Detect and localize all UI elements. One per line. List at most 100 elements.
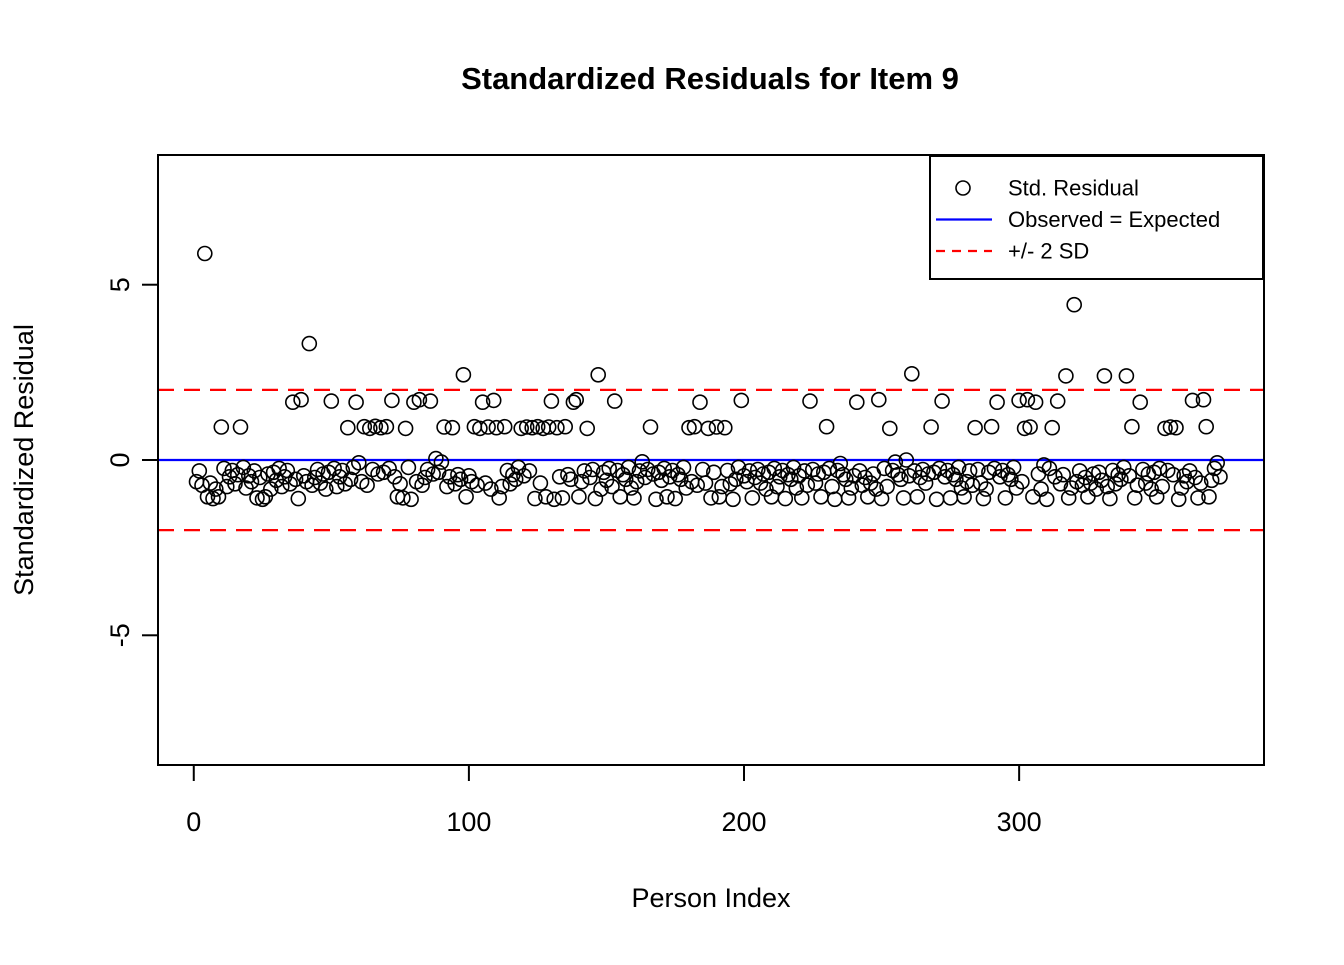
data-point xyxy=(439,478,455,495)
data-point xyxy=(1143,481,1159,497)
data-point xyxy=(364,461,381,478)
y-axis-ticks: 5 0 -5 xyxy=(105,277,158,647)
data-point xyxy=(901,467,917,484)
data-point xyxy=(1077,469,1093,486)
data-point xyxy=(1198,418,1214,435)
data-point xyxy=(1014,473,1030,490)
data-point xyxy=(348,394,364,411)
data-point xyxy=(813,488,829,505)
data-point xyxy=(1041,460,1058,477)
data-point xyxy=(791,467,807,484)
data-point xyxy=(1096,368,1113,384)
data-point xyxy=(703,490,719,506)
data-point xyxy=(202,475,219,491)
data-point xyxy=(722,475,739,492)
x-axis-title: Person Index xyxy=(631,883,791,913)
data-point xyxy=(1203,472,1220,489)
data-point xyxy=(708,419,725,435)
data-point xyxy=(1168,419,1184,436)
data-point xyxy=(1019,391,1036,408)
data-point xyxy=(306,469,323,486)
data-point xyxy=(821,460,838,477)
data-point xyxy=(422,393,439,409)
data-point xyxy=(232,419,249,435)
data-point xyxy=(373,419,389,436)
data-point xyxy=(1190,490,1206,506)
data-point xyxy=(546,491,563,508)
data-point xyxy=(345,459,362,476)
data-point xyxy=(1016,420,1033,437)
legend-point-symbol-icon xyxy=(955,180,971,196)
data-point xyxy=(587,490,604,507)
data-point xyxy=(1187,469,1203,486)
legend-label-std-residual: Std. Residual xyxy=(1008,176,1139,201)
data-point xyxy=(414,477,430,494)
y-tick-label: 5 xyxy=(105,277,135,292)
data-point xyxy=(862,475,879,491)
data-point xyxy=(1044,419,1060,436)
data-point xyxy=(1201,488,1217,505)
data-point xyxy=(807,475,824,491)
data-point xyxy=(788,480,805,496)
data-point xyxy=(782,471,799,488)
data-point xyxy=(626,490,642,506)
data-point xyxy=(653,472,670,489)
data-point xyxy=(1124,418,1140,435)
data-point xyxy=(273,478,290,495)
data-point xyxy=(837,471,854,488)
data-point xyxy=(392,475,408,492)
data-point xyxy=(928,491,945,508)
data-point xyxy=(549,419,565,436)
data-point xyxy=(1157,420,1173,437)
data-point xyxy=(419,461,436,478)
data-point xyxy=(337,475,353,492)
data-point xyxy=(293,391,309,408)
data-point xyxy=(540,419,557,435)
data-point xyxy=(758,481,774,497)
data-point xyxy=(777,490,794,507)
data-point xyxy=(485,392,502,409)
data-point xyxy=(917,475,934,491)
data-point xyxy=(590,366,607,383)
data-point xyxy=(1137,475,1154,491)
data-point xyxy=(818,418,835,435)
y-tick-label: 0 xyxy=(105,452,135,467)
data-point xyxy=(774,462,791,479)
data-point xyxy=(1058,368,1074,384)
data-point xyxy=(1060,490,1077,506)
legend-label-2sd: +/- 2 SD xyxy=(1008,239,1089,264)
data-point xyxy=(1082,475,1099,491)
data-point xyxy=(956,488,972,505)
data-point xyxy=(301,335,318,352)
data-point xyxy=(659,488,675,505)
data-point xyxy=(507,471,524,488)
data-point xyxy=(634,453,651,470)
data-point xyxy=(573,473,590,490)
data-point xyxy=(282,475,298,492)
data-point xyxy=(469,477,485,494)
data-point xyxy=(436,419,452,435)
data-point xyxy=(824,478,840,495)
data-point xyxy=(378,418,395,435)
data-point xyxy=(474,394,491,411)
data-point xyxy=(472,420,488,437)
data-point xyxy=(606,393,623,409)
data-point xyxy=(744,490,761,506)
data-point xyxy=(400,459,417,476)
data-point xyxy=(455,366,472,383)
data-point xyxy=(262,481,279,497)
data-point xyxy=(725,491,741,508)
data-point xyxy=(714,478,730,495)
data-point xyxy=(934,393,950,409)
data-point xyxy=(1005,459,1022,476)
data-point xyxy=(579,420,596,437)
data-point xyxy=(978,481,994,497)
data-point xyxy=(326,460,342,477)
data-point xyxy=(700,420,717,437)
data-point xyxy=(235,459,252,476)
data-point xyxy=(716,419,733,436)
data-point xyxy=(1027,394,1044,411)
data-point xyxy=(826,491,843,508)
data-point xyxy=(898,452,915,468)
